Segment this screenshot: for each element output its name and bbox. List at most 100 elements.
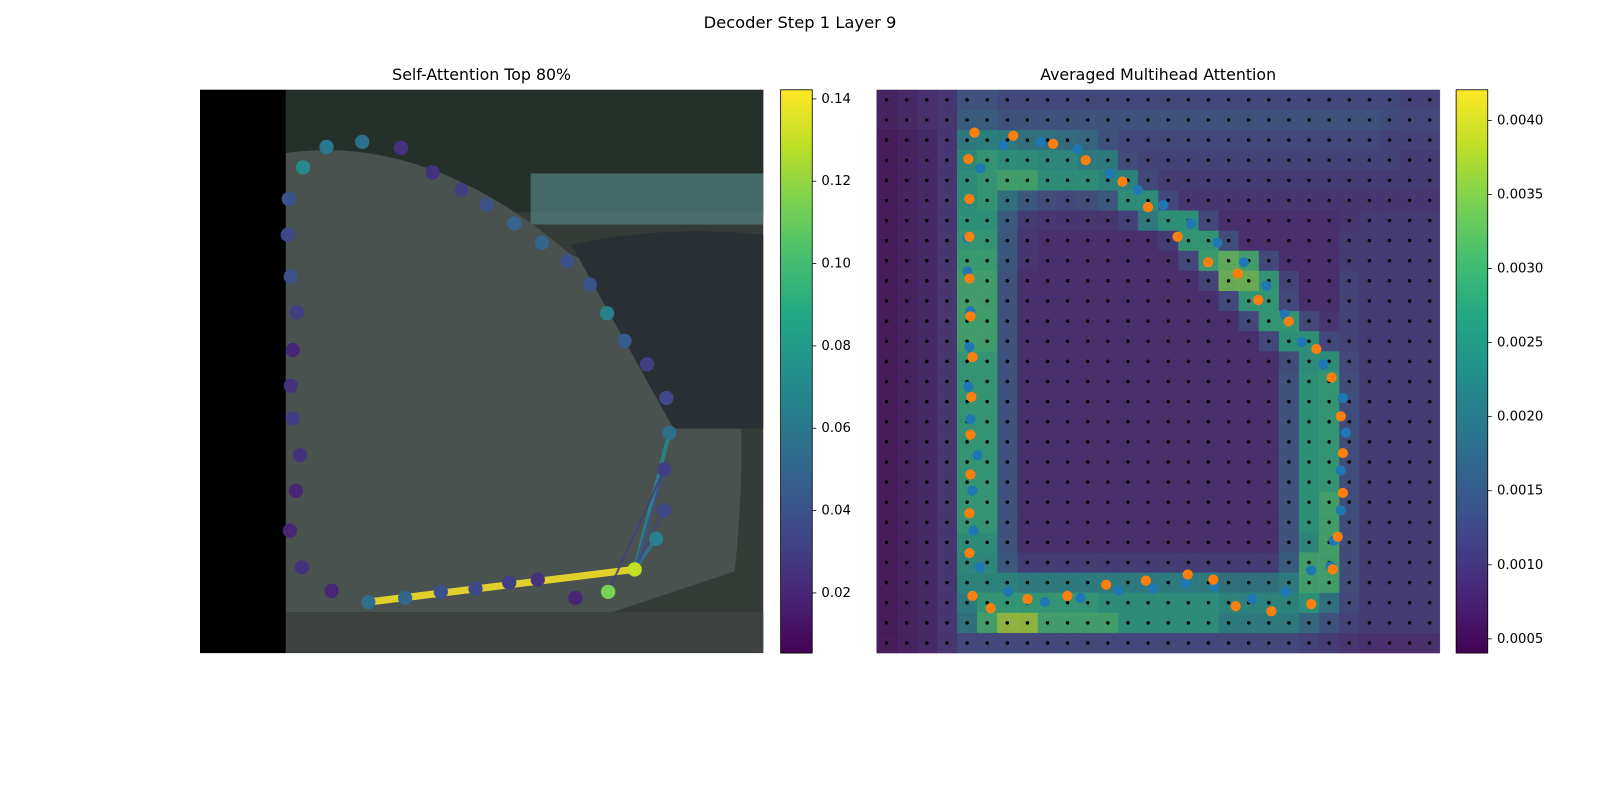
grid-dot [1166, 419, 1170, 424]
grid-dot [1206, 118, 1211, 122]
grid-dot [1307, 339, 1311, 343]
grid-dot [985, 279, 989, 283]
grid-dot [1166, 339, 1170, 343]
grid-dot [945, 218, 949, 223]
grid-dot [1367, 319, 1372, 323]
grid-dot [1367, 259, 1372, 263]
grid-dot [1267, 138, 1271, 142]
grid-dot [1428, 580, 1432, 585]
grid-dot [1106, 279, 1110, 283]
grid-dot [1186, 440, 1191, 444]
point [975, 163, 986, 174]
point [1306, 565, 1317, 576]
grid-dot [1307, 279, 1311, 283]
grid-dot [904, 480, 909, 484]
grid-dot [1428, 520, 1432, 525]
grid-dot [1186, 238, 1191, 243]
grid-dot [1065, 580, 1070, 585]
grid-dot [904, 299, 909, 303]
grid-dot [1267, 118, 1271, 122]
grid-dot [1186, 460, 1191, 464]
grid-dot [1005, 440, 1010, 444]
grid-dot [945, 440, 949, 444]
grid-dot [1267, 178, 1271, 183]
grid-dot [1407, 399, 1412, 404]
grid-dot [1428, 198, 1432, 203]
grid-dot [1166, 218, 1170, 223]
grid-dot [904, 621, 909, 625]
point [1238, 257, 1249, 268]
grid-dot [1307, 158, 1311, 162]
point [280, 227, 295, 242]
grid-dot [965, 359, 969, 364]
grid-dot [1146, 198, 1150, 203]
grid-dot [884, 359, 889, 364]
grid-dot [1307, 540, 1311, 545]
grid-dot [1065, 279, 1070, 283]
point [967, 352, 978, 363]
grid-dot [1186, 339, 1191, 343]
grid-dot [1367, 299, 1372, 303]
attention-edge [364, 565, 639, 606]
grid-dot [1267, 98, 1271, 102]
grid-dot [1347, 198, 1352, 203]
point [969, 127, 980, 138]
point [964, 341, 975, 353]
grid-dot [945, 259, 949, 263]
grid-dot [904, 218, 909, 223]
point [1212, 237, 1223, 248]
grid-dot [1226, 580, 1231, 585]
grid-dot [1086, 299, 1090, 303]
grid-dot [1166, 138, 1170, 142]
grid-dot [1327, 158, 1331, 162]
grid-dot [1407, 641, 1412, 645]
grid-dot [1005, 500, 1010, 504]
grid-dot [1025, 540, 1030, 545]
grid-dot [1166, 460, 1170, 464]
point [1283, 316, 1294, 327]
grid-dot [1367, 641, 1372, 645]
grid-dot [1025, 641, 1030, 645]
grid-dot [1267, 319, 1271, 323]
grid-dot [1367, 198, 1372, 203]
grid-dot [1226, 500, 1231, 504]
point [1008, 130, 1019, 141]
grid-dot [925, 319, 929, 323]
grid-dot [1327, 98, 1331, 102]
grid-dot [985, 560, 989, 565]
point [1035, 136, 1046, 147]
point [393, 140, 409, 156]
grid-dot [1387, 379, 1392, 384]
grid-dot [1106, 560, 1110, 565]
grid-dot [1367, 279, 1372, 283]
grid-dot [1106, 540, 1110, 545]
grid-dot [925, 178, 929, 183]
grid-dot [1086, 178, 1090, 183]
grid-dot [904, 500, 909, 504]
grid-dot [945, 540, 949, 545]
point [964, 231, 975, 242]
grid-dot [884, 419, 889, 424]
grid-dot [1307, 218, 1311, 223]
grid-dot [1186, 399, 1191, 404]
grid-dot [1387, 621, 1392, 625]
grid-dot [925, 560, 929, 565]
grid-dot [1186, 379, 1191, 384]
grid-dot [985, 359, 989, 364]
grid-dot [985, 218, 989, 223]
point [639, 357, 655, 372]
point [1140, 575, 1152, 586]
grid-dot [1146, 540, 1150, 545]
grid-dot [1226, 621, 1231, 625]
grid-dot [884, 500, 889, 504]
grid-dot [1065, 259, 1070, 263]
grid-dot [1226, 279, 1231, 283]
grid-dot [1387, 238, 1392, 243]
grid-dot [1428, 540, 1432, 545]
grid-dot [945, 399, 949, 404]
grid-dot [1086, 540, 1090, 545]
grid-dot [965, 259, 969, 263]
grid-dot [1407, 520, 1412, 525]
point [1246, 593, 1258, 605]
grid-dot [1186, 319, 1191, 323]
